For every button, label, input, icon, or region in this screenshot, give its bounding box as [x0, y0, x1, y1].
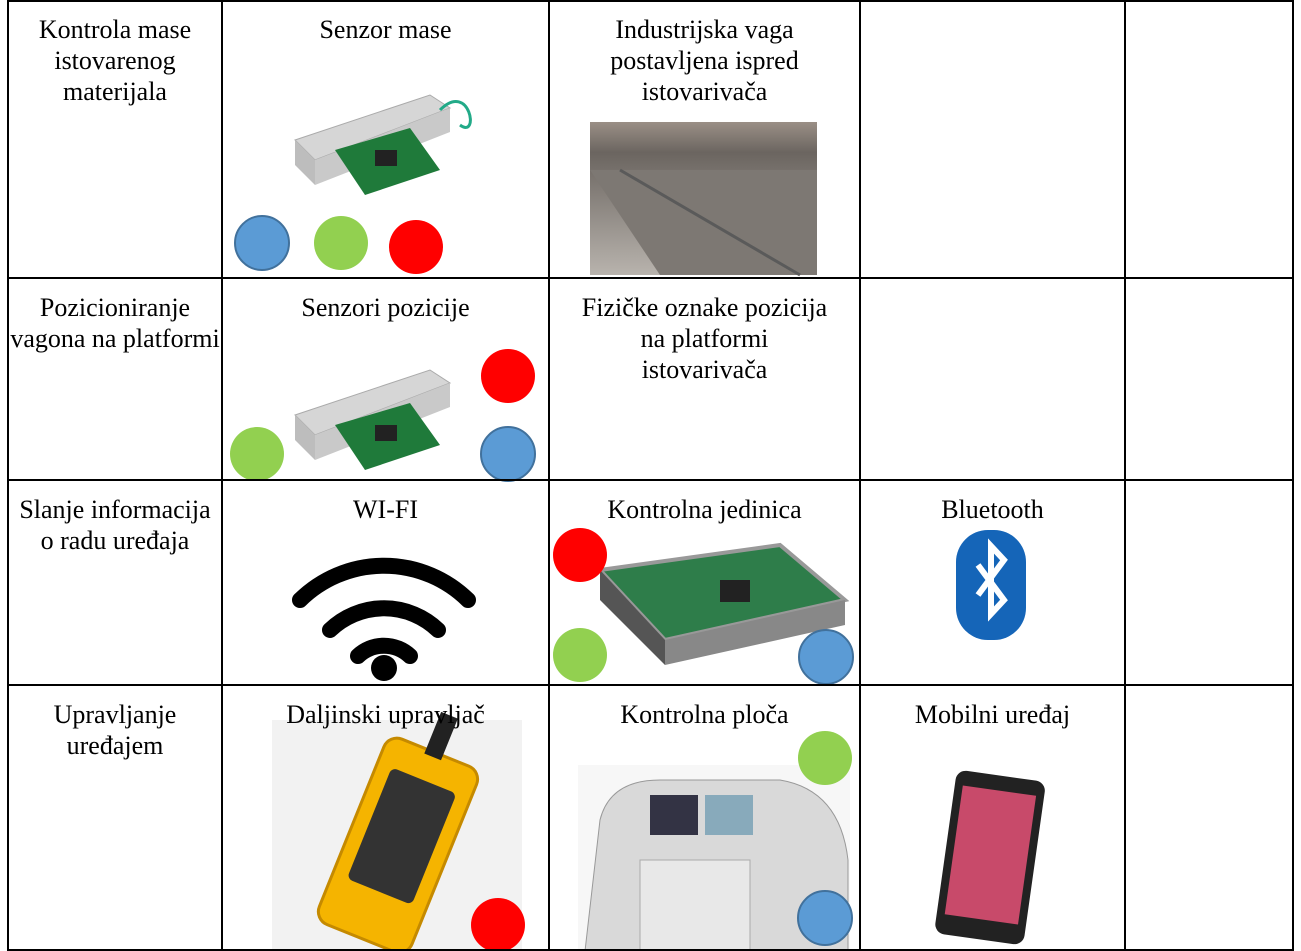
cell-label: Kontrolna ploča — [620, 700, 789, 729]
row-label: Kontrola mase istovarenog materijala — [38, 15, 192, 106]
row-label: Upravljanje uređajem — [53, 700, 177, 760]
cell-label: Kontrolna jedinica — [607, 495, 802, 524]
load-cell — [294, 94, 472, 195]
bluetooth-icon — [956, 530, 1026, 640]
markers — [230, 215, 854, 951]
cell-label: Industrijska vaga postavljena ispred ist… — [610, 15, 799, 106]
cell-label: Senzori pozicije — [301, 293, 470, 322]
cell-label: Daljinski upravljač — [286, 700, 485, 729]
wifi-icon — [292, 557, 476, 681]
cell-label: Senzor mase — [319, 15, 452, 44]
cell-label: WI-FI — [353, 495, 418, 524]
scale-photo — [590, 122, 817, 277]
table-grid — [7, 0, 1294, 951]
load-cell — [294, 369, 452, 470]
row-label: Pozicioniranje vagona na platformi — [10, 293, 220, 353]
control-unit — [595, 542, 850, 665]
cell-label: Mobilni uređaj — [914, 700, 1071, 729]
phone-photo — [935, 770, 1045, 945]
cell-label: Bluetooth — [941, 495, 1044, 524]
row-label: Slanje informacija o radu uređaja — [19, 495, 211, 555]
cell-label: Fizičke oznake pozicija na platformi ist… — [581, 293, 828, 384]
